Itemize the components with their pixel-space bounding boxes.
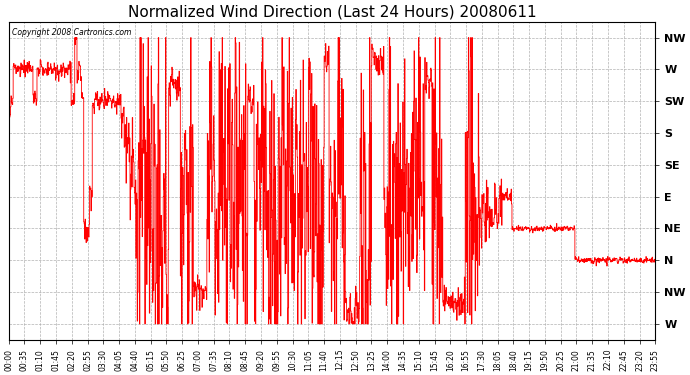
Title: Normalized Wind Direction (Last 24 Hours) 20080611: Normalized Wind Direction (Last 24 Hours… (128, 4, 536, 19)
Text: Copyright 2008 Cartronics.com: Copyright 2008 Cartronics.com (12, 28, 131, 37)
